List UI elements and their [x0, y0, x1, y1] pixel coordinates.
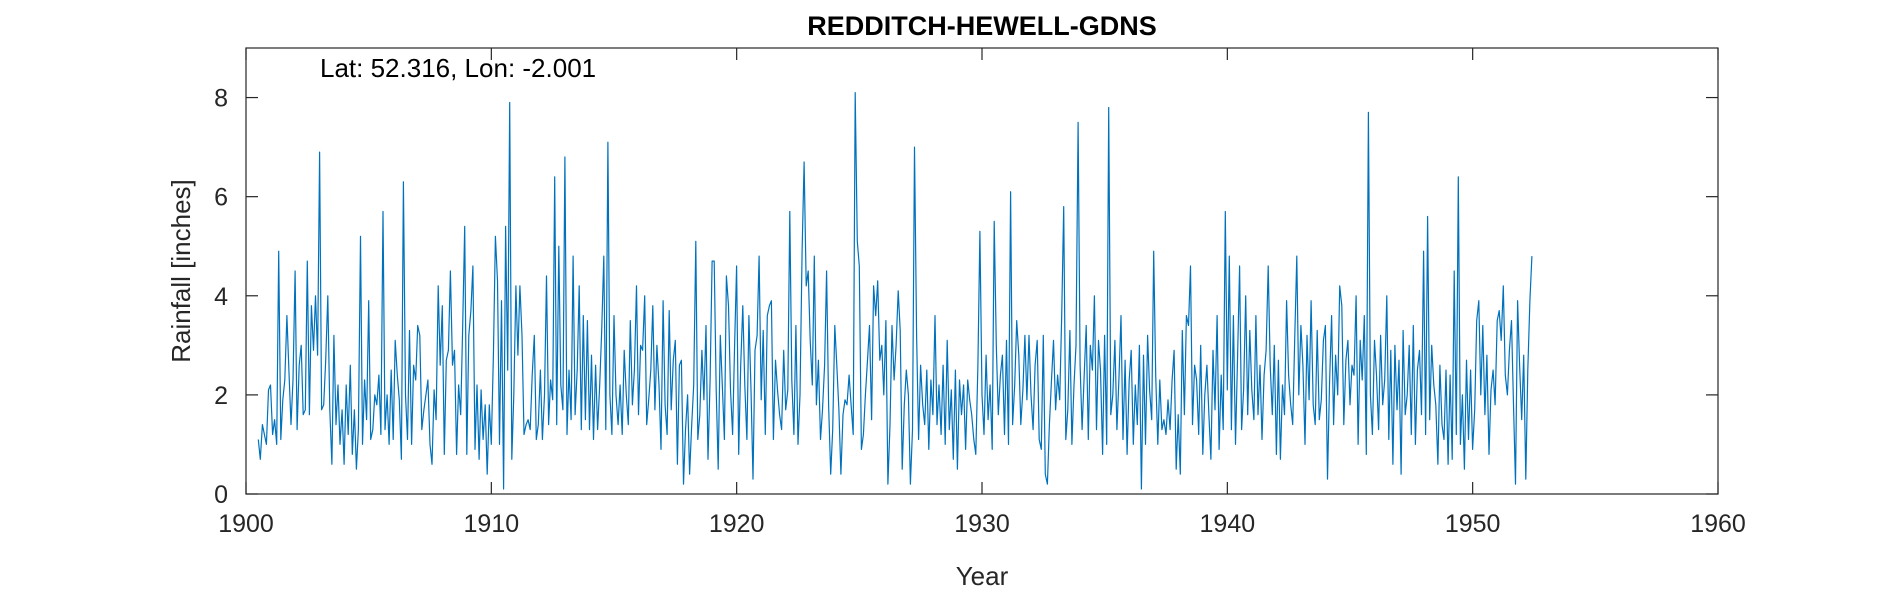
y-tick-label: 2 — [214, 382, 228, 410]
x-tick-label: 1960 — [1690, 510, 1746, 538]
rainfall-series-line — [257, 91, 1533, 490]
y-tick-label: 6 — [214, 184, 228, 212]
y-tick-label: 0 — [214, 481, 228, 509]
y-tick-label: 8 — [214, 85, 228, 113]
x-tick-label: 1950 — [1445, 510, 1501, 538]
plot-box — [245, 47, 1719, 495]
x-tick-label: 1910 — [464, 510, 520, 538]
station-location-label: Lat: 52.316, Lon: -2.001 — [320, 53, 596, 83]
x-tick-label: 1900 — [218, 510, 274, 538]
x-tick-label: 1930 — [954, 510, 1010, 538]
chart-title: REDDITCH-HEWELL-GDNS — [807, 11, 1156, 41]
x-axis-label: Year — [956, 561, 1009, 591]
x-tick-label: 1920 — [709, 510, 765, 538]
x-tick-label: 1940 — [1200, 510, 1256, 538]
y-axis-label: Rainfall [inches] — [166, 179, 196, 363]
y-tick-label: 4 — [214, 283, 228, 311]
